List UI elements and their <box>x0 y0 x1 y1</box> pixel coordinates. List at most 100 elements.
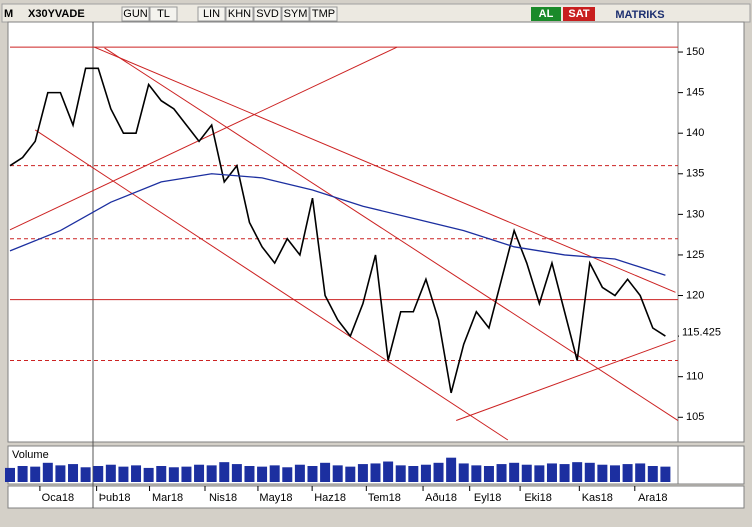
volume-bar <box>357 464 368 482</box>
last-price: 115.425 <box>682 327 721 339</box>
volume-bar <box>370 463 381 482</box>
volume-bar <box>496 464 507 482</box>
volume-bar <box>143 467 154 482</box>
trend-line <box>9 46 398 231</box>
price-line <box>9 67 666 394</box>
volume-bar <box>206 465 217 482</box>
volume-bar <box>420 464 431 482</box>
volume-bar <box>345 466 356 482</box>
y-tick-label: 135 <box>686 168 704 180</box>
toolbar-button-label[interactable]: TL <box>157 8 170 20</box>
volume-bar <box>282 467 293 482</box>
volume-bar <box>181 466 192 482</box>
x-tick-label: Nis18 <box>209 492 237 504</box>
volume-bar <box>433 462 444 482</box>
volume-bar <box>609 465 620 482</box>
volume-bar <box>294 464 305 482</box>
toolbar-button-label[interactable]: SYM <box>284 8 308 20</box>
volume-bar <box>622 464 633 482</box>
last-price-box <box>679 325 725 340</box>
volume-bar <box>332 465 343 482</box>
toolbar-button[interactable] <box>309 6 338 22</box>
volume-bar <box>458 463 469 482</box>
toolbar-button[interactable] <box>149 6 178 22</box>
volume-bar <box>635 463 646 482</box>
y-tick-label: 120 <box>686 289 704 301</box>
time-axis <box>7 485 745 509</box>
volume-bar <box>105 464 116 482</box>
volume-bar <box>597 464 608 482</box>
toolbar-button[interactable] <box>225 6 254 22</box>
volume-label: Volume <box>12 449 49 461</box>
toolbar-button-label[interactable]: LIN <box>203 8 220 20</box>
volume-bar <box>219 462 230 482</box>
volume-bar <box>194 464 205 482</box>
sell-label[interactable]: SAT <box>568 8 589 20</box>
toolbar-button[interactable] <box>121 6 150 22</box>
toolbar-button-label[interactable]: SVD <box>256 8 279 20</box>
y-tick-label: 150 <box>686 46 704 58</box>
volume-bar <box>131 465 142 482</box>
y-tick-label: 125 <box>686 249 704 261</box>
price-axis <box>677 21 745 443</box>
brand: MATRIKS <box>615 9 664 21</box>
trend-line <box>34 129 509 441</box>
x-tick-label: Oca18 <box>42 492 74 504</box>
toolbar-button-label[interactable]: GUN <box>123 8 148 20</box>
price-line <box>9 173 666 276</box>
toolbar-button-label[interactable]: TMP <box>312 8 335 20</box>
trend-line <box>94 46 676 293</box>
trend-line <box>456 339 676 421</box>
volume-bar <box>156 466 167 482</box>
x-tick-label: Eyl18 <box>474 492 502 504</box>
volume-bar <box>55 465 66 482</box>
volume-bar <box>257 466 268 482</box>
volume-bar <box>80 467 91 482</box>
volume-bar <box>584 462 595 482</box>
toolbar-button-label[interactable]: KHN <box>228 8 251 20</box>
x-tick-label: Eki18 <box>524 492 552 504</box>
volume-bar <box>168 467 179 482</box>
symbol[interactable]: X30YVADE <box>28 8 85 20</box>
toolbar-button[interactable] <box>253 6 282 22</box>
x-tick-label: Þub18 <box>99 492 131 504</box>
volume-bar <box>383 461 394 482</box>
trend-line <box>104 47 679 421</box>
logo: M <box>4 8 13 20</box>
volume-bar <box>446 457 457 482</box>
volume-bar <box>93 466 104 482</box>
volume-bar <box>509 462 520 482</box>
y-tick-label: 105 <box>686 411 704 423</box>
volume-bar <box>395 465 406 482</box>
y-tick-label: 140 <box>686 127 704 139</box>
plot-area <box>7 21 679 443</box>
volume-bar <box>408 466 419 482</box>
buy-button[interactable] <box>531 7 561 21</box>
x-tick-label: May18 <box>259 492 292 504</box>
volume-bar <box>269 465 280 482</box>
volume-bar <box>572 462 583 482</box>
volume-bar <box>320 462 331 482</box>
volume-bar <box>30 466 41 482</box>
x-tick-label: Tem18 <box>368 492 401 504</box>
y-tick-label: 110 <box>686 371 704 383</box>
volume-bar <box>534 465 545 482</box>
volume-bar <box>521 464 532 482</box>
volume-bar <box>118 466 129 482</box>
volume-bar <box>231 464 242 482</box>
volume-bar <box>17 466 28 482</box>
toolbar-button[interactable] <box>197 6 226 22</box>
x-tick-label: Aðu18 <box>425 492 457 504</box>
volume-axis <box>677 445 745 485</box>
volume-bar <box>483 466 494 482</box>
volume-bar <box>471 465 482 482</box>
y-tick-label: 145 <box>686 87 704 99</box>
volume-bar <box>5 467 15 482</box>
volume-bar <box>546 463 557 482</box>
x-tick-label: Kas18 <box>582 492 613 504</box>
volume-bar <box>68 464 79 482</box>
sell-button[interactable] <box>563 7 595 21</box>
buy-label[interactable]: AL <box>539 8 554 20</box>
toolbar-button[interactable] <box>281 6 310 22</box>
